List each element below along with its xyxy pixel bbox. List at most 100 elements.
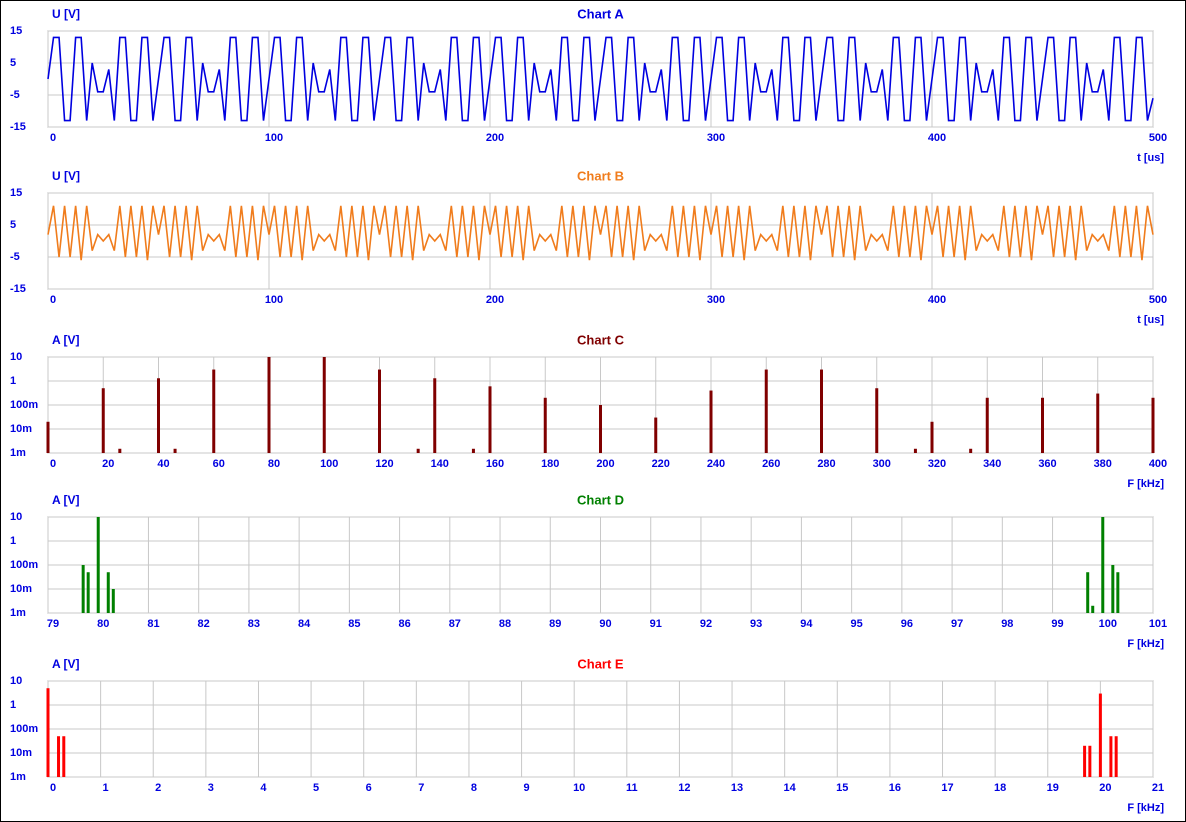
x-tick-label: 4 [260, 782, 267, 794]
x-tick-label: 80 [97, 618, 109, 630]
spectrum-bar [101, 388, 105, 453]
x-tick-label: 90 [599, 618, 611, 630]
x-tick-label: 0 [50, 294, 56, 306]
x-tick-label: 7 [418, 782, 424, 794]
x-tick-label: 84 [298, 618, 311, 630]
spectrum-bar [875, 388, 879, 453]
x-tick-label: 260 [762, 458, 780, 470]
x-tick-label: 85 [348, 618, 360, 630]
y-tick-label: 15 [10, 187, 22, 199]
x-tick-label: 0 [50, 458, 56, 470]
spectrum-bar [1111, 565, 1115, 613]
x-tick-label: 180 [541, 458, 559, 470]
x-tick-label: 200 [486, 294, 504, 306]
x-tick-label: 11 [626, 782, 638, 794]
spectrum-bar [416, 448, 420, 453]
x-tick-label: 15 [836, 782, 848, 794]
spectrum-bar [471, 448, 475, 453]
x-tick-label: 1 [103, 782, 109, 794]
spectrum-bar [157, 378, 160, 453]
y-tick-label: 10 [10, 511, 22, 523]
x-tick-label: 83 [248, 618, 260, 630]
y-tick-label: 15 [10, 25, 22, 37]
y-axis-label: U [V] [52, 7, 80, 21]
x-tick-label: 2 [155, 782, 161, 794]
y-axis-label: A [V] [52, 333, 80, 347]
spectrum-bar [969, 448, 973, 453]
spectrum-bar [930, 421, 934, 453]
x-tick-label: 94 [800, 618, 813, 630]
y-tick-label: 1 [10, 699, 16, 711]
x-tick-label: 20 [102, 458, 114, 470]
x-tick-label: 18 [994, 782, 1006, 794]
x-tick-label: 340 [983, 458, 1001, 470]
y-tick-label: -15 [10, 121, 26, 133]
x-tick-label: 87 [449, 618, 461, 630]
x-tick-label: 93 [750, 618, 762, 630]
spectrum-bar [985, 397, 989, 453]
spectrum-bar [1116, 572, 1120, 613]
x-tick-label: 100 [1099, 618, 1117, 630]
x-tick-label: 300 [707, 132, 725, 144]
x-tick-label: 500 [1149, 132, 1167, 144]
y-tick-label: -5 [10, 251, 20, 263]
x-tick-label: 21 [1152, 782, 1164, 794]
y-tick-label: 10m [10, 423, 32, 435]
spectrum-bar [1083, 745, 1087, 777]
x-tick-label: 10 [573, 782, 585, 794]
x-tick-label: 81 [147, 618, 159, 630]
x-tick-label: 14 [784, 782, 797, 794]
x-tick-label: 80 [268, 458, 280, 470]
spectrum-bar [1091, 605, 1095, 613]
spectrum-bar [1041, 397, 1044, 453]
x-tick-label: 8 [471, 782, 477, 794]
spectrum-bar [62, 736, 66, 777]
y-tick-label: 1m [10, 607, 26, 619]
x-tick-label: 91 [650, 618, 662, 630]
y-tick-label: 100m [10, 723, 38, 735]
y-tick-label: 1m [10, 447, 26, 459]
x-axis-label: t [us] [1137, 314, 1164, 326]
y-tick-label: 10 [10, 675, 22, 687]
x-axis-label: F [kHz] [1127, 638, 1164, 650]
spectrum-bar [764, 369, 768, 453]
x-axis-label: F [kHz] [1127, 802, 1164, 814]
x-axis-label: t [us] [1137, 152, 1164, 164]
spectrum-bar [1114, 736, 1118, 777]
x-tick-label: 220 [652, 458, 670, 470]
x-tick-label: 9 [524, 782, 530, 794]
x-tick-label: 200 [596, 458, 614, 470]
x-tick-label: 400 [928, 132, 946, 144]
y-tick-label: 1m [10, 771, 26, 783]
y-tick-label: 10 [10, 351, 22, 363]
x-tick-label: 95 [851, 618, 863, 630]
spectrum-bar [654, 417, 658, 453]
x-tick-label: 12 [678, 782, 690, 794]
spectrum-bar [378, 369, 381, 453]
chart-title: Chart C [577, 332, 625, 347]
x-tick-label: 19 [1047, 782, 1059, 794]
x-tick-label: 380 [1094, 458, 1112, 470]
x-tick-label: 400 [928, 294, 946, 306]
spectrum-bar [1096, 393, 1100, 453]
x-axis-label: F [kHz] [1127, 478, 1164, 490]
chart-title: Chart E [577, 656, 624, 671]
y-tick-label: 10m [10, 583, 32, 595]
y-axis-label: U [V] [52, 169, 80, 183]
chart-title: Chart A [577, 6, 624, 21]
spectrum-bar [267, 357, 271, 453]
x-tick-label: 98 [1001, 618, 1013, 630]
spectrum-bar [118, 448, 122, 453]
x-tick-label: 101 [1149, 618, 1167, 630]
y-tick-label: 1 [10, 375, 16, 387]
y-tick-label: 5 [10, 57, 16, 69]
x-tick-label: 100 [265, 132, 283, 144]
y-axis-label: A [V] [52, 493, 80, 507]
spectrum-bar [46, 688, 50, 777]
x-tick-label: 100 [320, 458, 338, 470]
x-tick-label: 88 [499, 618, 511, 630]
x-tick-label: 86 [398, 618, 410, 630]
spectrum-bar [820, 369, 823, 453]
x-tick-label: 160 [486, 458, 504, 470]
spectrum-bar [599, 405, 602, 453]
